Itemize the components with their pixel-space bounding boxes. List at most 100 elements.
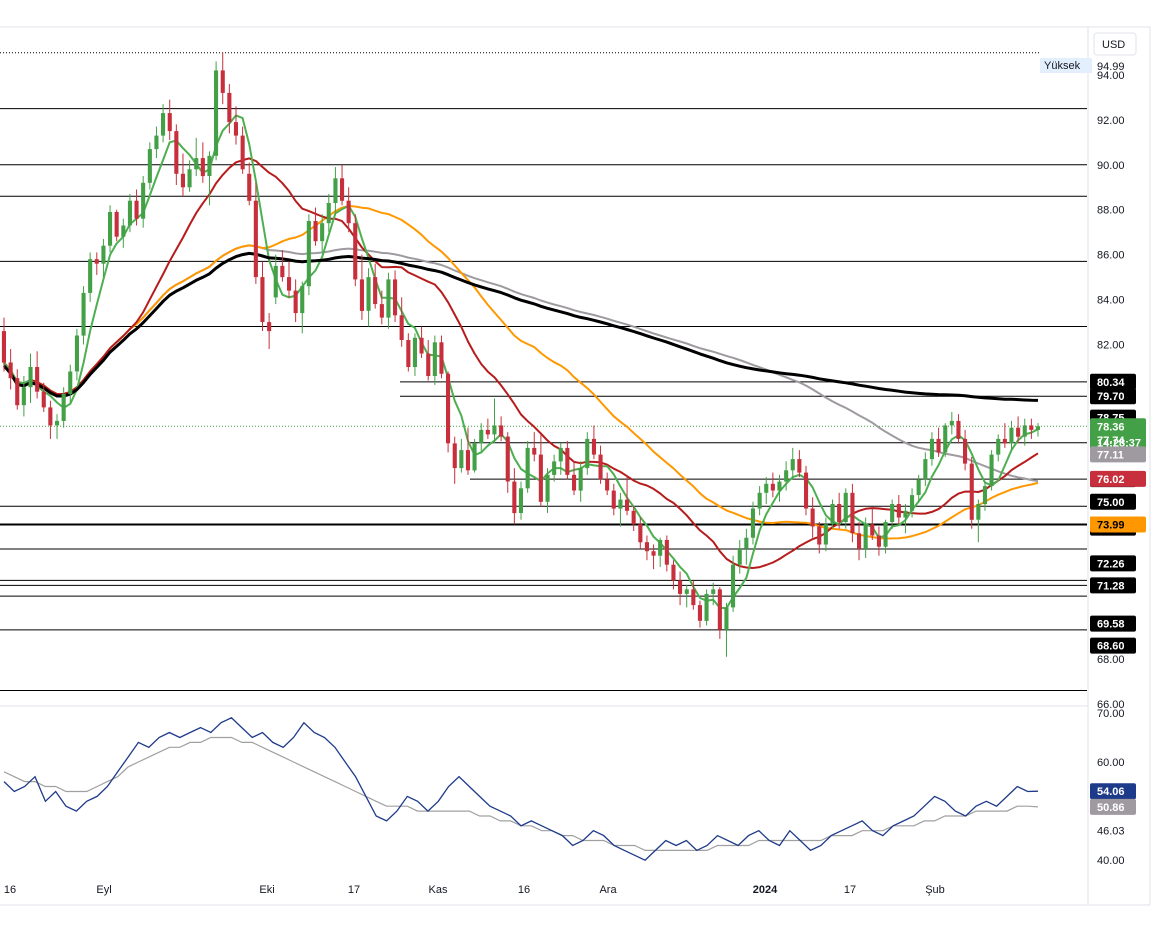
candle[interactable] — [267, 313, 272, 350]
candle[interactable] — [1022, 418, 1027, 446]
candle[interactable] — [764, 477, 769, 505]
candle[interactable] — [366, 268, 371, 327]
candle[interactable] — [174, 124, 179, 186]
candle[interactable] — [644, 535, 649, 561]
candle[interactable] — [843, 488, 848, 529]
candle[interactable] — [618, 492, 623, 527]
candle[interactable] — [969, 456, 974, 529]
candle[interactable] — [810, 497, 815, 538]
candle[interactable] — [989, 450, 994, 491]
candle[interactable] — [393, 270, 398, 323]
candle[interactable] — [161, 104, 166, 143]
candle[interactable] — [472, 438, 477, 473]
candle[interactable] — [591, 425, 596, 460]
candle[interactable] — [313, 207, 318, 246]
candle[interactable] — [346, 187, 351, 233]
candle[interactable] — [253, 182, 258, 284]
candle[interactable] — [512, 468, 517, 525]
candle[interactable] — [240, 126, 245, 174]
candle[interactable] — [432, 335, 437, 385]
candle[interactable] — [711, 582, 716, 606]
candle[interactable] — [936, 427, 941, 457]
candle[interactable] — [923, 452, 928, 487]
candle[interactable] — [982, 481, 987, 511]
candle[interactable] — [823, 517, 828, 552]
candle[interactable] — [750, 501, 755, 545]
candle[interactable] — [207, 151, 212, 206]
candle[interactable] — [770, 472, 775, 498]
candle[interactable] — [777, 474, 782, 502]
candle[interactable] — [21, 375, 26, 417]
candle[interactable] — [399, 297, 404, 347]
candle[interactable] — [485, 418, 490, 439]
candle[interactable] — [386, 272, 391, 329]
candle[interactable] — [320, 214, 325, 253]
candle[interactable] — [247, 162, 252, 206]
candle[interactable] — [578, 461, 583, 502]
candle[interactable] — [233, 106, 238, 145]
rsi-panel[interactable] — [3, 717, 1039, 861]
price-axis[interactable]: 66.00 68.00 82.00 84.00 86.00 88.00 90.00 92.00… — [4, 70, 1146, 896]
candle[interactable] — [625, 474, 630, 516]
candle[interactable] — [446, 371, 451, 453]
candle[interactable] — [154, 126, 159, 159]
candle[interactable] — [452, 436, 457, 484]
currency-box[interactable] — [1093, 32, 1137, 56]
candle[interactable] — [426, 340, 431, 381]
candle[interactable] — [956, 414, 961, 444]
candle[interactable] — [611, 483, 616, 516]
candle[interactable] — [127, 194, 132, 233]
candle[interactable] — [141, 176, 146, 228]
candle[interactable] — [94, 252, 99, 275]
candle[interactable] — [837, 492, 842, 529]
candle[interactable] — [684, 584, 689, 608]
candle[interactable] — [28, 353, 33, 403]
candle[interactable] — [419, 326, 424, 359]
candle[interactable] — [15, 369, 20, 410]
candle[interactable] — [572, 461, 577, 496]
candle[interactable] — [114, 209, 119, 242]
candle[interactable] — [817, 522, 822, 554]
candle[interactable] — [465, 427, 470, 475]
candle[interactable] — [505, 432, 510, 493]
candle[interactable] — [863, 517, 868, 558]
candle[interactable] — [55, 414, 60, 439]
candle[interactable] — [532, 432, 537, 462]
candle[interactable] — [903, 504, 908, 534]
candle[interactable] — [976, 499, 981, 543]
candle[interactable] — [916, 474, 921, 502]
candle[interactable] — [1035, 423, 1040, 437]
candle[interactable] — [850, 483, 855, 543]
candle[interactable] — [996, 434, 1001, 462]
candle[interactable] — [963, 429, 968, 471]
candle[interactable] — [585, 432, 590, 475]
candle[interactable] — [74, 328, 79, 381]
candle[interactable] — [227, 83, 232, 134]
candle[interactable] — [214, 61, 219, 161]
candle[interactable] — [147, 142, 152, 190]
candle[interactable] — [929, 432, 934, 466]
candle[interactable] — [631, 506, 636, 532]
candle[interactable] — [678, 571, 683, 606]
candle[interactable] — [697, 600, 702, 628]
candle[interactable] — [287, 261, 292, 298]
candle[interactable] — [499, 416, 504, 442]
candle[interactable] — [101, 238, 106, 278]
candle[interactable] — [8, 349, 13, 390]
candle[interactable] — [41, 382, 46, 412]
candle[interactable] — [804, 465, 809, 516]
candle[interactable] — [134, 189, 139, 226]
candle[interactable] — [187, 160, 192, 192]
candle[interactable] — [658, 537, 663, 567]
candle[interactable] — [830, 499, 835, 529]
candle[interactable] — [479, 423, 484, 453]
candle[interactable] — [552, 454, 557, 482]
candle[interactable] — [167, 99, 172, 141]
candle[interactable] — [876, 526, 881, 556]
candle[interactable] — [651, 544, 656, 570]
candle[interactable] — [81, 286, 86, 345]
candle[interactable] — [180, 153, 185, 197]
candle[interactable] — [333, 167, 338, 215]
candle[interactable] — [691, 580, 696, 610]
